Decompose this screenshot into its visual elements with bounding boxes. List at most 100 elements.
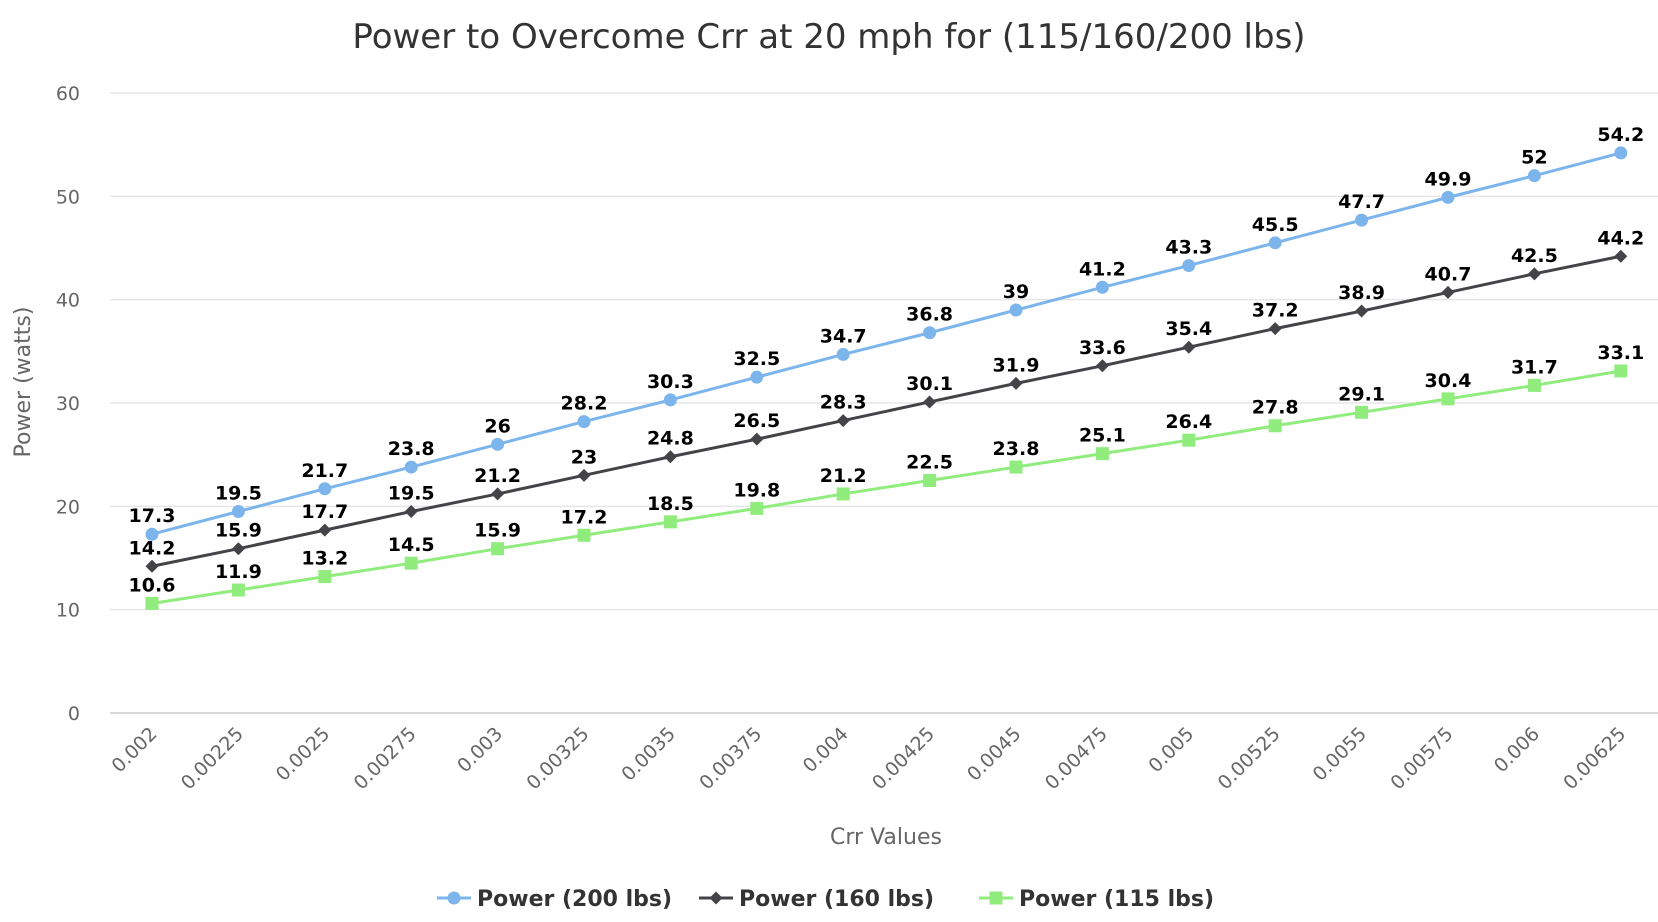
legend-item[interactable]: Power (160 lbs) — [699, 887, 934, 912]
data-point — [836, 487, 850, 501]
data-label: 43.3 — [1165, 237, 1212, 259]
data-point — [231, 542, 245, 556]
x-tick-label: 0.0025 — [272, 723, 335, 786]
data-label: 36.8 — [906, 304, 953, 326]
data-point — [1614, 146, 1628, 160]
data-label: 40.7 — [1425, 263, 1472, 285]
data-label: 21.7 — [301, 460, 348, 482]
legend-item[interactable]: Power (115 lbs) — [979, 887, 1214, 912]
data-label: 31.9 — [993, 354, 1040, 376]
x-tick-label: 0.00275 — [350, 723, 421, 794]
data-point — [1095, 447, 1109, 461]
data-label: 28.3 — [820, 392, 867, 414]
series-line — [151, 254, 1622, 568]
y-tick-label: 0 — [68, 703, 80, 725]
data-point — [1182, 340, 1196, 354]
x-tick-label: 0.0035 — [617, 723, 680, 786]
data-point — [1182, 433, 1196, 447]
x-tick-label: 0.006 — [1490, 723, 1544, 777]
data-label: 39 — [1003, 281, 1029, 303]
data-label: 14.5 — [388, 534, 435, 556]
data-label: 30.4 — [1425, 370, 1472, 392]
x-tick-label: 0.0045 — [963, 723, 1026, 786]
data-label: 26 — [484, 415, 510, 437]
data-label: 17.3 — [129, 505, 176, 527]
data-label: 45.5 — [1252, 214, 1299, 236]
legend-label: Power (200 lbs) — [477, 887, 672, 912]
data-point — [145, 596, 159, 610]
data-label: 47.7 — [1338, 191, 1385, 213]
data-label: 14.2 — [129, 537, 176, 559]
legend-item[interactable]: Power (200 lbs) — [437, 887, 672, 912]
data-label: 23 — [571, 446, 597, 468]
data-point — [663, 393, 677, 407]
data-point — [1268, 419, 1282, 433]
y-axis-title: Power (watts) — [11, 307, 36, 458]
x-tick-label: 0.00475 — [1041, 723, 1112, 794]
data-point — [1441, 285, 1455, 299]
data-point — [923, 474, 937, 487]
data-point — [318, 523, 332, 537]
data-label: 22.5 — [906, 452, 953, 474]
data-point — [836, 347, 850, 361]
data-point — [491, 487, 505, 501]
data-label: 18.5 — [647, 493, 694, 515]
data-label: 54.2 — [1597, 124, 1644, 146]
data-point — [1009, 460, 1023, 474]
data-label: 49.9 — [1425, 168, 1472, 190]
y-tick-label: 10 — [56, 600, 80, 622]
data-label: 15.9 — [215, 520, 262, 542]
data-point — [750, 432, 764, 446]
data-point — [1355, 213, 1369, 227]
data-label: 11.9 — [215, 561, 262, 583]
legend-marker — [447, 891, 461, 905]
data-label: 19.8 — [733, 479, 780, 501]
data-point — [145, 527, 159, 541]
y-tick-label: 40 — [56, 290, 80, 312]
x-axis-ticks: 0.002 0.00225 0.0025 0.00275 0.003 0.00325 0.0… — [108, 723, 1631, 794]
data-point — [1355, 304, 1369, 318]
data-point — [1095, 359, 1109, 373]
data-label: 19.5 — [215, 483, 262, 505]
data-point — [1009, 303, 1023, 317]
series-lines — [145, 146, 1628, 610]
data-label: 10.6 — [129, 574, 176, 596]
data-point — [663, 450, 677, 464]
data-label: 23.8 — [993, 438, 1040, 460]
data-label: 42.5 — [1511, 245, 1558, 267]
data-point — [1527, 378, 1541, 392]
data-point — [231, 583, 245, 597]
data-point — [1614, 364, 1628, 378]
data-point — [491, 437, 505, 451]
data-label: 24.8 — [647, 428, 694, 450]
data-point — [750, 501, 764, 515]
data-label: 41.2 — [1079, 258, 1126, 280]
data-point — [1441, 190, 1455, 204]
x-axis-title: Crr Values — [830, 825, 942, 850]
legend-label: Power (160 lbs) — [739, 887, 934, 912]
data-label: 21.2 — [474, 465, 521, 487]
x-tick-label: 0.00525 — [1214, 723, 1285, 794]
data-point — [1268, 236, 1282, 250]
x-tick-label: 0.002 — [108, 723, 162, 777]
data-label: 31.7 — [1511, 356, 1558, 378]
data-point — [1527, 169, 1541, 183]
data-point — [923, 326, 937, 340]
chart-title: Power to Overcome Crr at 20 mph for (115… — [352, 17, 1305, 57]
x-tick-label: 0.00225 — [177, 723, 248, 794]
legend-marker — [709, 891, 723, 905]
data-point — [1095, 280, 1109, 294]
data-label: 26.5 — [733, 410, 780, 432]
y-tick-label: 60 — [56, 83, 80, 105]
data-label: 25.1 — [1079, 425, 1126, 447]
data-labels: 17.3 19.5 21.7 23.8 26 28.2 30.3 32.5 34.7 36.8 39… — [129, 124, 1645, 597]
series-line — [151, 151, 1622, 536]
data-point — [577, 415, 591, 429]
series-2 — [145, 364, 1628, 610]
data-point — [145, 559, 159, 573]
data-point — [231, 505, 245, 518]
legend-marker — [989, 891, 1003, 905]
data-label: 19.5 — [388, 483, 435, 505]
